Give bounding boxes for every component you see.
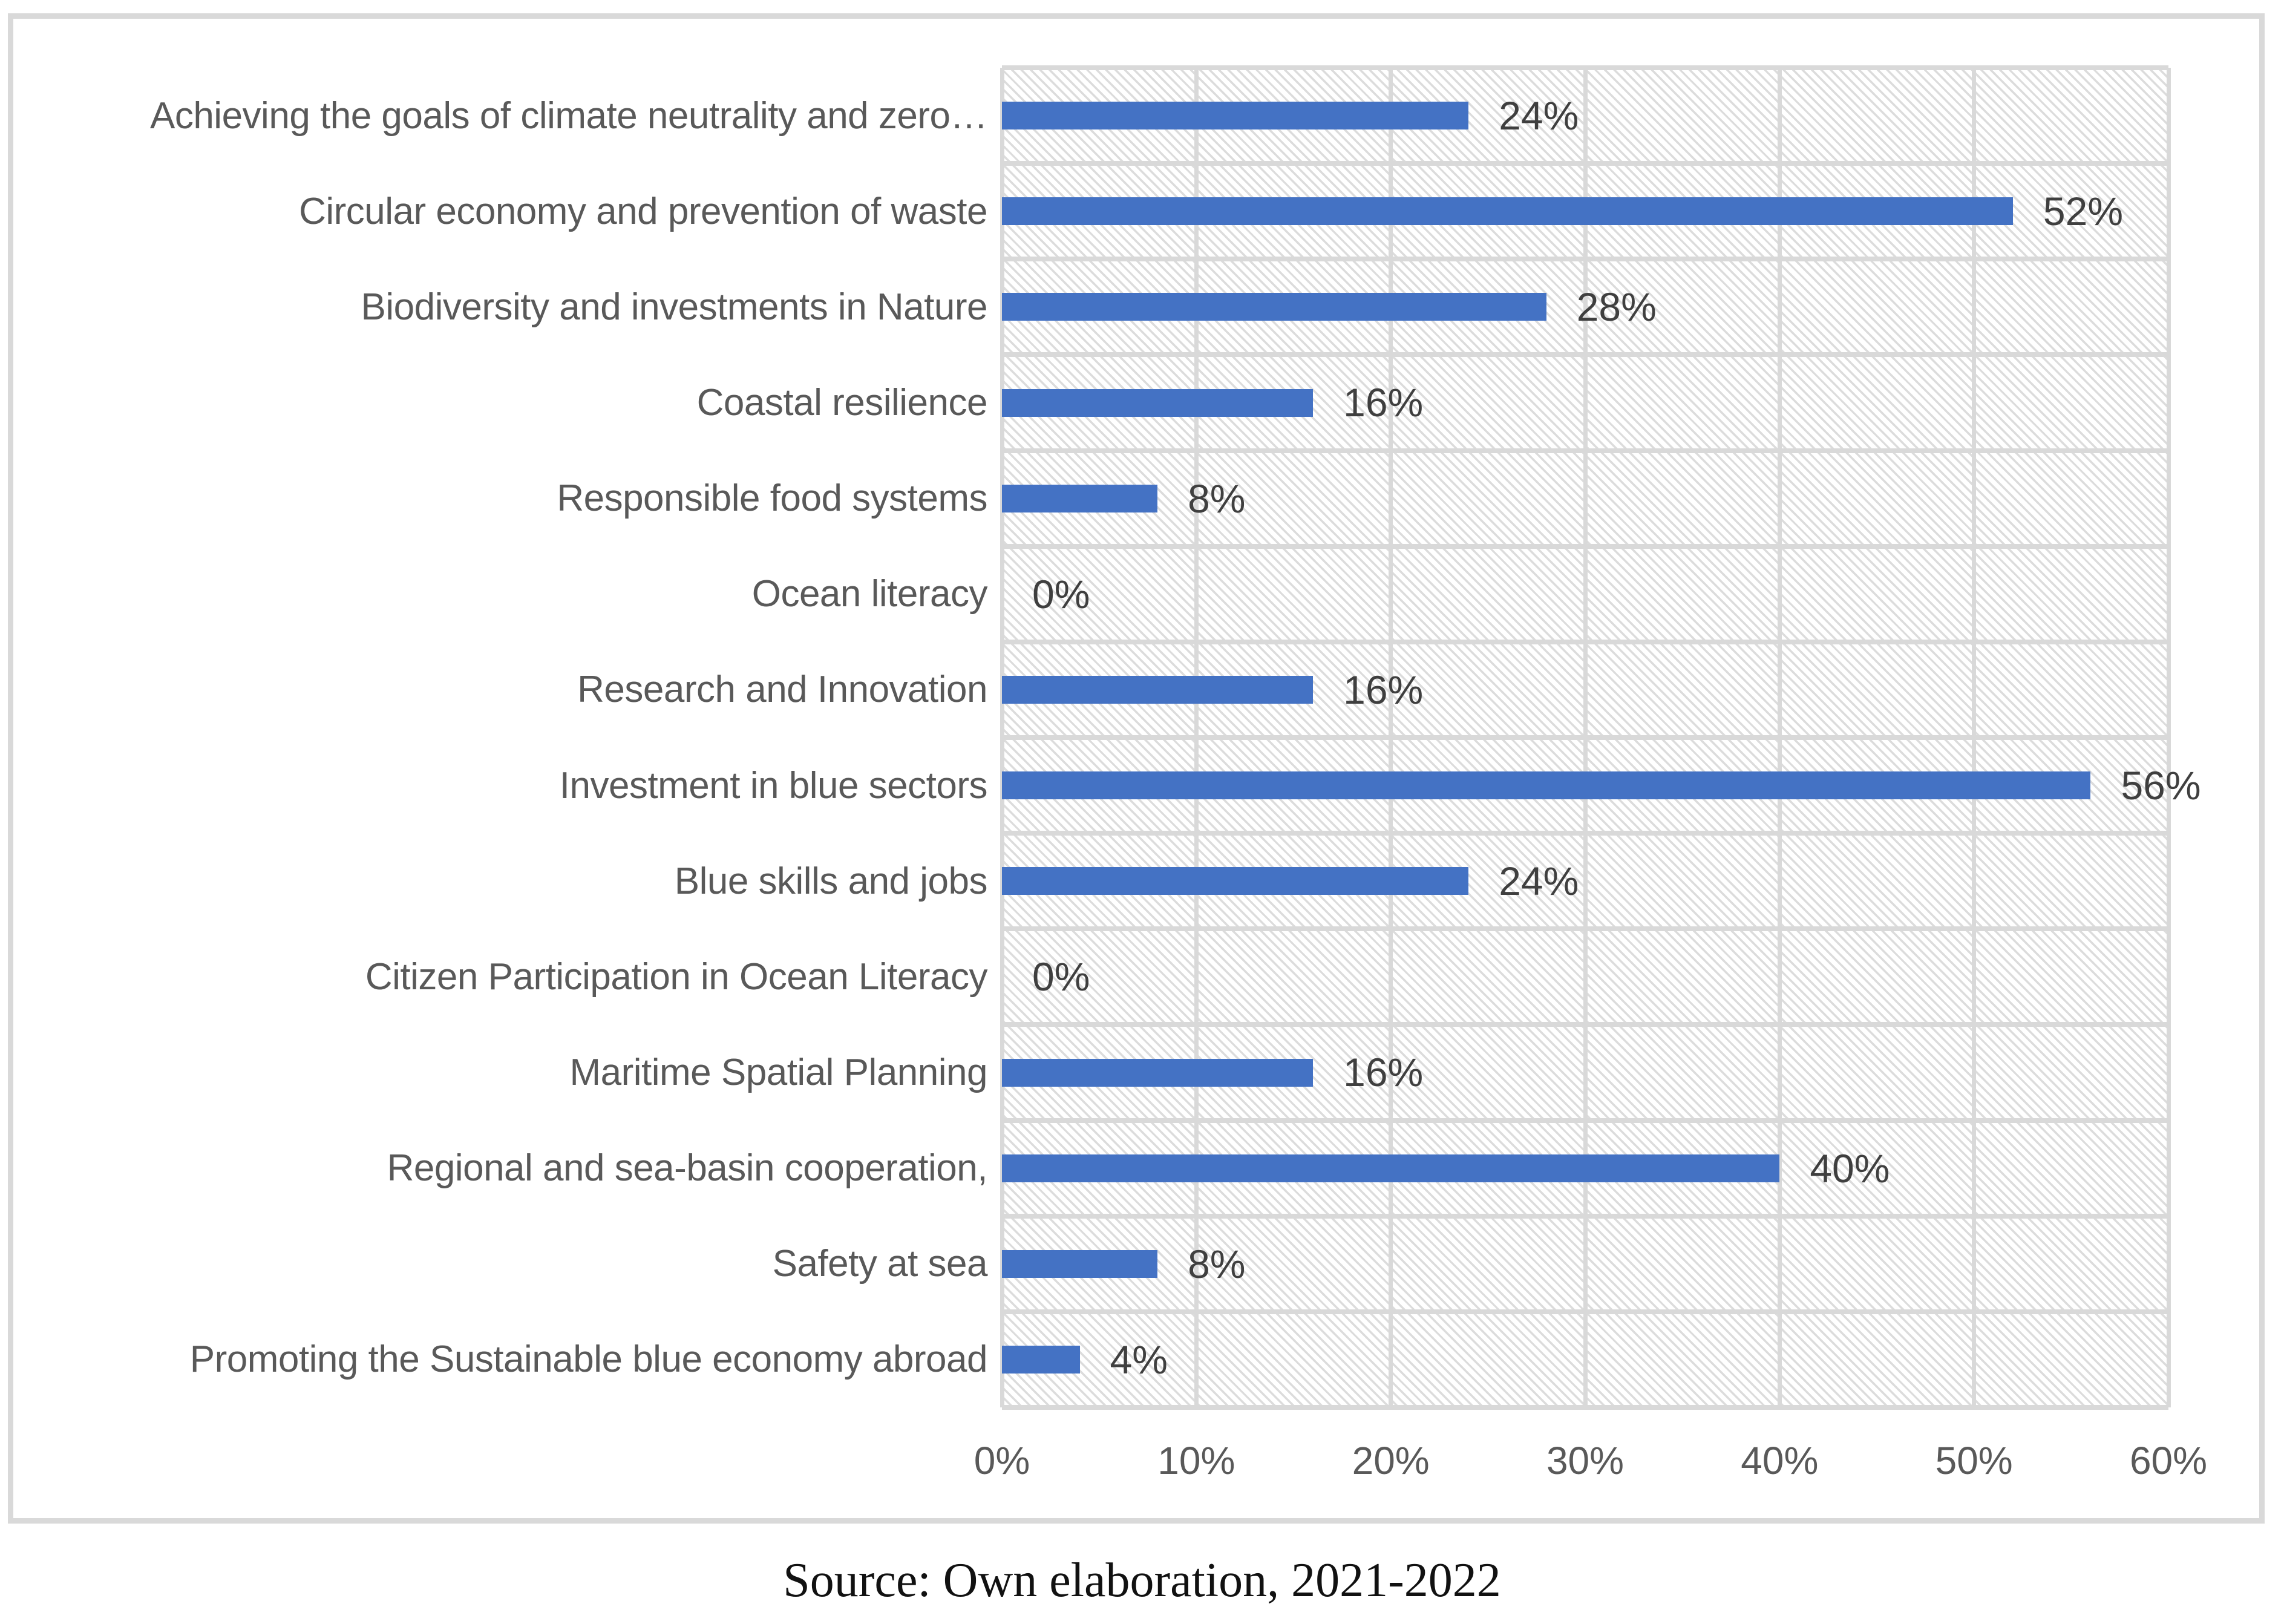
x-axis-tick-label: 50% (1935, 1439, 2013, 1482)
bar-data-label: 4% (1110, 1337, 1168, 1382)
horizontal-gridline (1002, 161, 2168, 166)
vertical-gridline (2166, 68, 2171, 1407)
bar (1002, 1345, 1080, 1374)
category-label: Research and Innovation (577, 669, 987, 711)
category-label: Circular economy and prevention of waste (299, 190, 987, 232)
figure-caption: Source: Own elaboration, 2021-2022 (783, 1553, 1501, 1607)
bar (1002, 293, 1546, 321)
horizontal-gridline (1002, 448, 2168, 453)
horizontal-gridline (1002, 1405, 2168, 1410)
bar (1002, 1058, 1314, 1087)
category-label: Promoting the Sustainable blue economy a… (189, 1338, 988, 1381)
bar-data-label: 24% (1499, 859, 1579, 904)
bar-data-label: 28% (1576, 284, 1657, 330)
category-label: Regional and sea-basin cooperation, (387, 1147, 988, 1190)
category-label: Maritime Spatial Planning (569, 1051, 987, 1093)
category-label: Ocean literacy (751, 573, 988, 615)
bar-data-label: 0% (1032, 571, 1090, 617)
bar (1002, 867, 1469, 895)
bar-data-label: 0% (1032, 954, 1090, 1000)
bar-data-label: 56% (2121, 763, 2201, 808)
category-label: Investment in blue sectors (559, 764, 988, 807)
x-axis-tick-label: 10% (1157, 1439, 1235, 1482)
x-axis-tick-label: 20% (1352, 1439, 1430, 1482)
category-label: Responsible food systems (557, 477, 987, 520)
horizontal-gridline (1002, 926, 2168, 932)
bar-data-label: 8% (1188, 476, 1246, 521)
bar-data-label: 40% (1810, 1145, 1890, 1191)
horizontal-gridline (1002, 65, 2168, 70)
x-axis-tick-label: 30% (1546, 1439, 1625, 1482)
horizontal-gridline (1002, 831, 2168, 836)
horizontal-gridline (1002, 1213, 2168, 1219)
horizontal-gridline (1002, 735, 2168, 740)
bar-data-label: 52% (2043, 189, 2124, 234)
category-label: Coastal resilience (696, 381, 988, 424)
category-label: Achieving the goals of climate neutralit… (149, 94, 988, 137)
bar-data-label: 16% (1343, 667, 1424, 712)
bar (1002, 675, 1314, 704)
horizontal-gridline (1002, 639, 2168, 644)
bar (1002, 102, 1469, 130)
bar (1002, 197, 2013, 226)
horizontal-gridline (1002, 543, 2168, 549)
bar (1002, 484, 1158, 512)
category-label: Citizen Participation in Ocean Literacy (365, 955, 988, 998)
horizontal-gridline (1002, 1309, 2168, 1314)
bar (1002, 388, 1314, 417)
bar-data-label: 16% (1343, 380, 1424, 425)
category-label: Blue skills and jobs (674, 860, 988, 902)
bar-data-label: 8% (1188, 1241, 1246, 1286)
horizontal-gridline (1002, 1022, 2168, 1027)
bar (1002, 1154, 1780, 1182)
horizontal-gridline (1002, 352, 2168, 358)
category-label: Safety at sea (772, 1243, 988, 1285)
horizontal-gridline (1002, 257, 2168, 262)
x-axis-tick-label: 0% (973, 1439, 1030, 1482)
horizontal-gridline (1002, 1118, 2168, 1123)
x-axis-tick-label: 40% (1741, 1439, 1819, 1482)
x-axis-tick-label: 60% (2129, 1439, 2208, 1482)
bar-data-label: 24% (1499, 93, 1579, 139)
bar-data-label: 16% (1343, 1050, 1424, 1095)
bar (1002, 1249, 1158, 1278)
bar (1002, 771, 2091, 800)
category-label: Biodiversity and investments in Nature (361, 286, 988, 328)
